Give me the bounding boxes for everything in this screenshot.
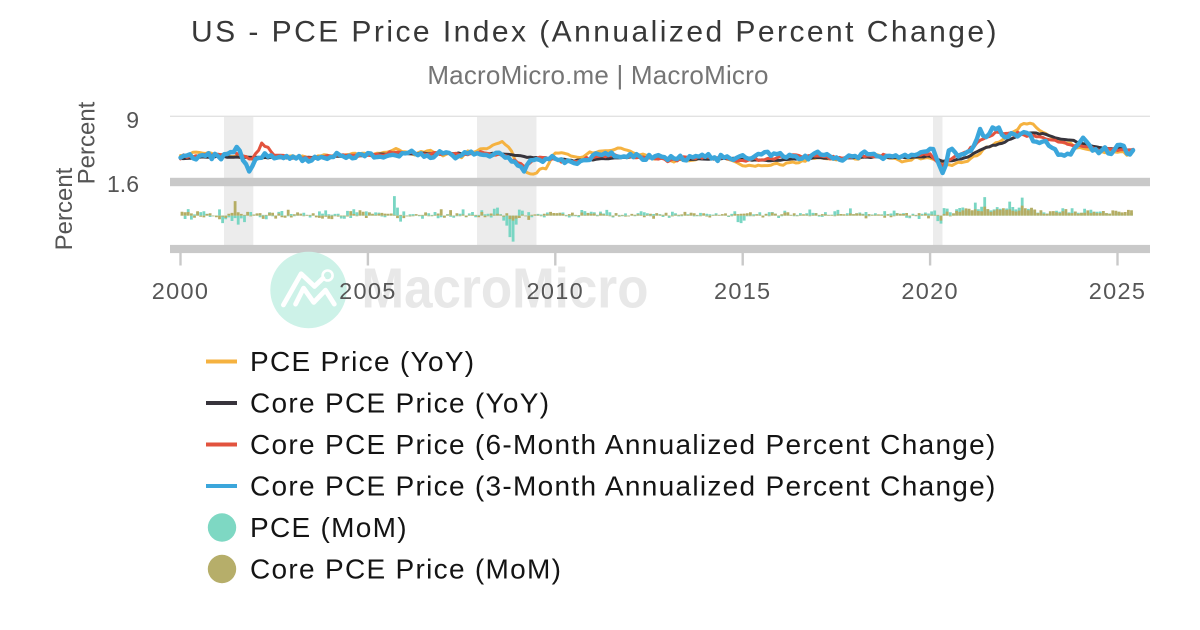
svg-text:2005: 2005 [339,278,396,304]
svg-text:Percent: Percent [74,101,101,184]
svg-text:Core PCE Price (YoY): Core PCE Price (YoY) [250,388,550,419]
svg-text:PCE Price (YoY): PCE Price (YoY) [250,346,475,377]
svg-text:1.6: 1.6 [107,171,139,197]
svg-text:2020: 2020 [901,278,958,304]
svg-text:Core PCE Price (MoM): Core PCE Price (MoM) [250,554,562,585]
svg-text:9: 9 [126,107,139,133]
svg-text:US - PCE Price Index (Annualiz: US - PCE Price Index (Annualized Percent… [191,16,999,49]
svg-text:2025: 2025 [1089,278,1146,304]
svg-text:2010: 2010 [527,278,584,304]
svg-text:2000: 2000 [152,278,209,304]
svg-text:MacroMicro.me | MacroMicro: MacroMicro.me | MacroMicro [427,60,768,90]
svg-text:Percent: Percent [51,167,78,250]
svg-text:2015: 2015 [714,278,771,304]
svg-text:PCE (MoM): PCE (MoM) [250,512,408,543]
svg-text:Core PCE Price (6-Month Annual: Core PCE Price (6-Month Annualized Perce… [250,429,997,460]
svg-text:Core PCE Price (3-Month Annual: Core PCE Price (3-Month Annualized Perce… [250,471,997,502]
svg-text:MacroMicro: MacroMicro [362,257,649,320]
